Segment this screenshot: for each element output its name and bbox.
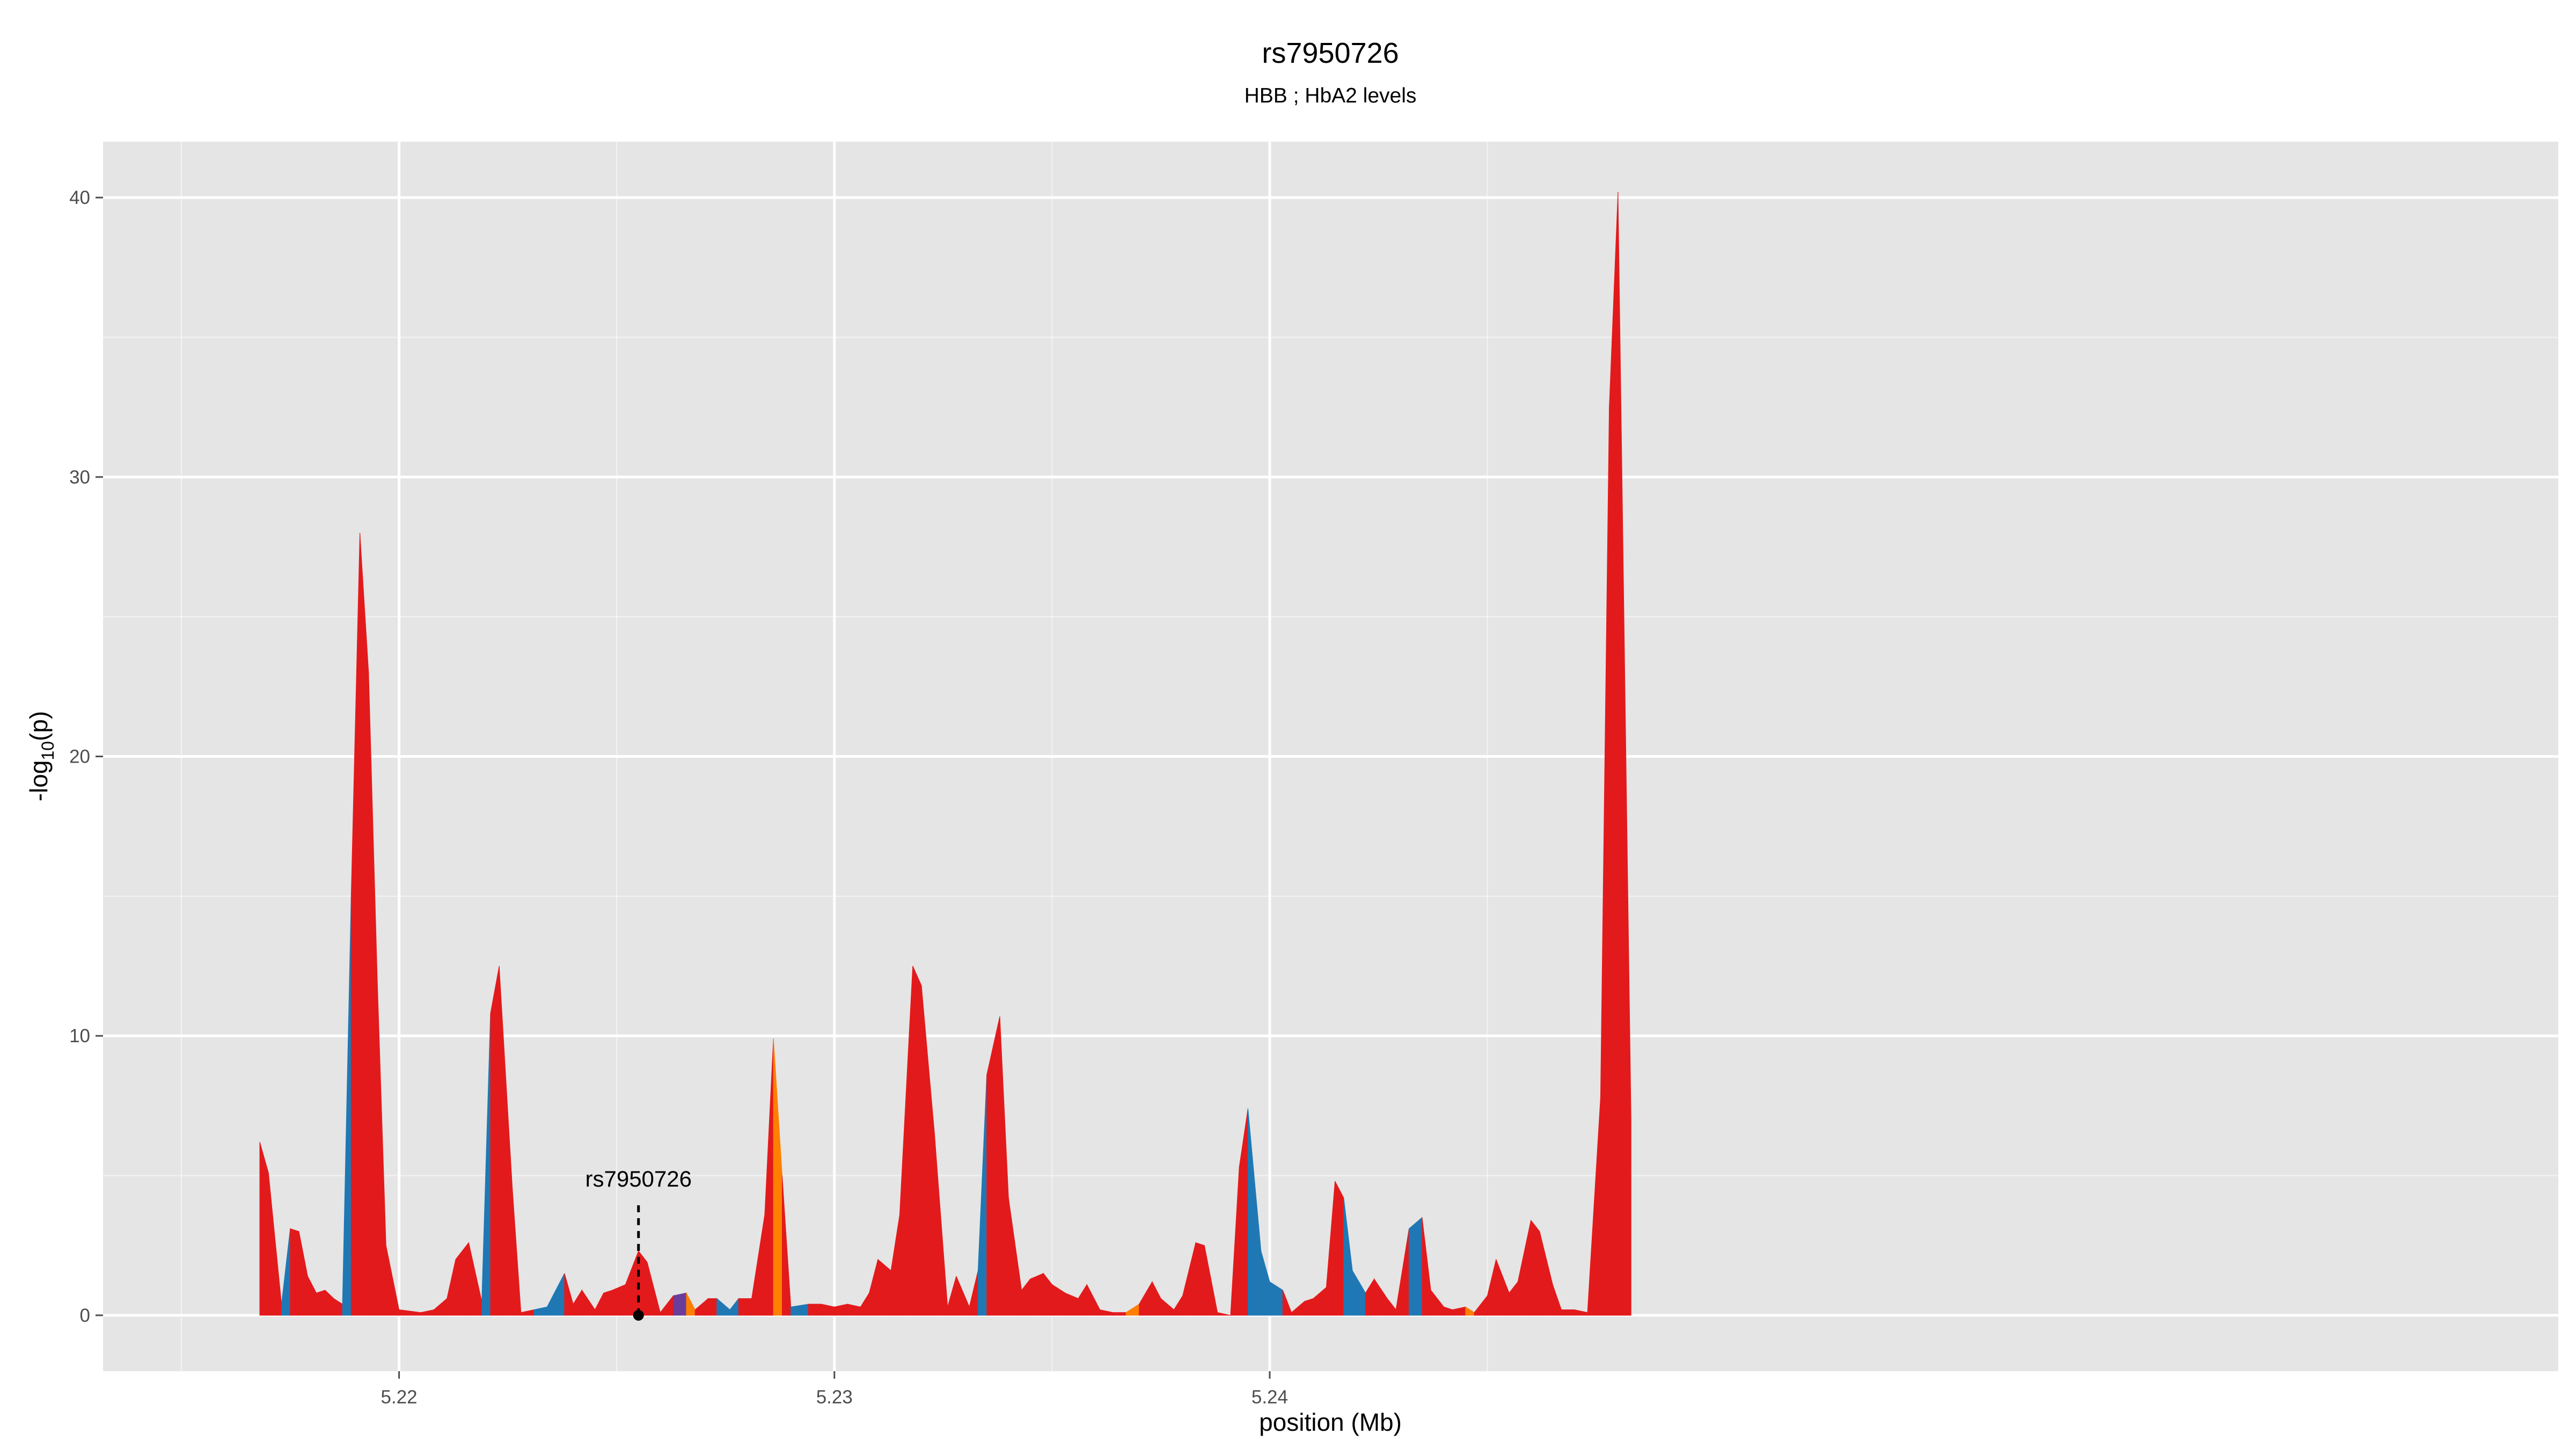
area-segment xyxy=(738,1298,752,1316)
y-axis-title-paren: (p) xyxy=(25,711,53,741)
area-segment xyxy=(603,1290,613,1316)
y-axis-ticks: 0 10 20 30 40 xyxy=(69,187,103,1326)
signal-areas xyxy=(259,192,1631,1316)
x-tick-label: 5.23 xyxy=(816,1387,853,1408)
area-segment xyxy=(708,1298,718,1316)
y-tick-label: 40 xyxy=(69,187,90,208)
area-segment xyxy=(912,965,922,1316)
area-segment xyxy=(1113,1312,1126,1316)
area-segment xyxy=(1217,1312,1231,1316)
x-axis-ticks: 5.22 5.23 5.24 xyxy=(381,1371,1288,1408)
y-tick-label: 20 xyxy=(69,747,90,767)
area-segment xyxy=(1030,1273,1044,1316)
area-segment xyxy=(1618,192,1631,1316)
area-segment xyxy=(360,532,369,1316)
annotation-point xyxy=(633,1309,644,1321)
area-segment xyxy=(612,1284,626,1316)
annotation-label: rs7950726 xyxy=(585,1166,692,1191)
area-segment xyxy=(808,1304,822,1316)
snp-annotation: rs7950726 xyxy=(585,1166,692,1321)
area-segment xyxy=(673,1292,687,1316)
major-gridlines xyxy=(103,142,2558,1371)
chart-title: rs7950726 xyxy=(1262,37,1399,69)
area-segment xyxy=(316,1290,326,1316)
area-segment xyxy=(1335,1181,1344,1316)
x-axis-title: position (Mb) xyxy=(1259,1408,1402,1436)
area-segment xyxy=(490,965,500,1316)
y-axis-title-subscript: 10 xyxy=(38,741,57,760)
area-segment xyxy=(1531,1219,1540,1316)
area-segment xyxy=(259,1141,269,1316)
chart-subtitle: HBB ; HbA2 levels xyxy=(1245,84,1417,107)
area-segment xyxy=(290,1228,299,1316)
y-tick-label: 30 xyxy=(69,467,90,488)
y-tick-label: 0 xyxy=(80,1305,90,1326)
x-tick-label: 5.22 xyxy=(381,1387,418,1408)
area-segment xyxy=(1304,1298,1314,1316)
area-segment xyxy=(1409,1217,1423,1316)
x-tick-label: 5.24 xyxy=(1252,1387,1288,1408)
area-segment xyxy=(1561,1309,1575,1316)
y-tick-label: 10 xyxy=(69,1026,90,1046)
area-segment xyxy=(1195,1242,1205,1316)
